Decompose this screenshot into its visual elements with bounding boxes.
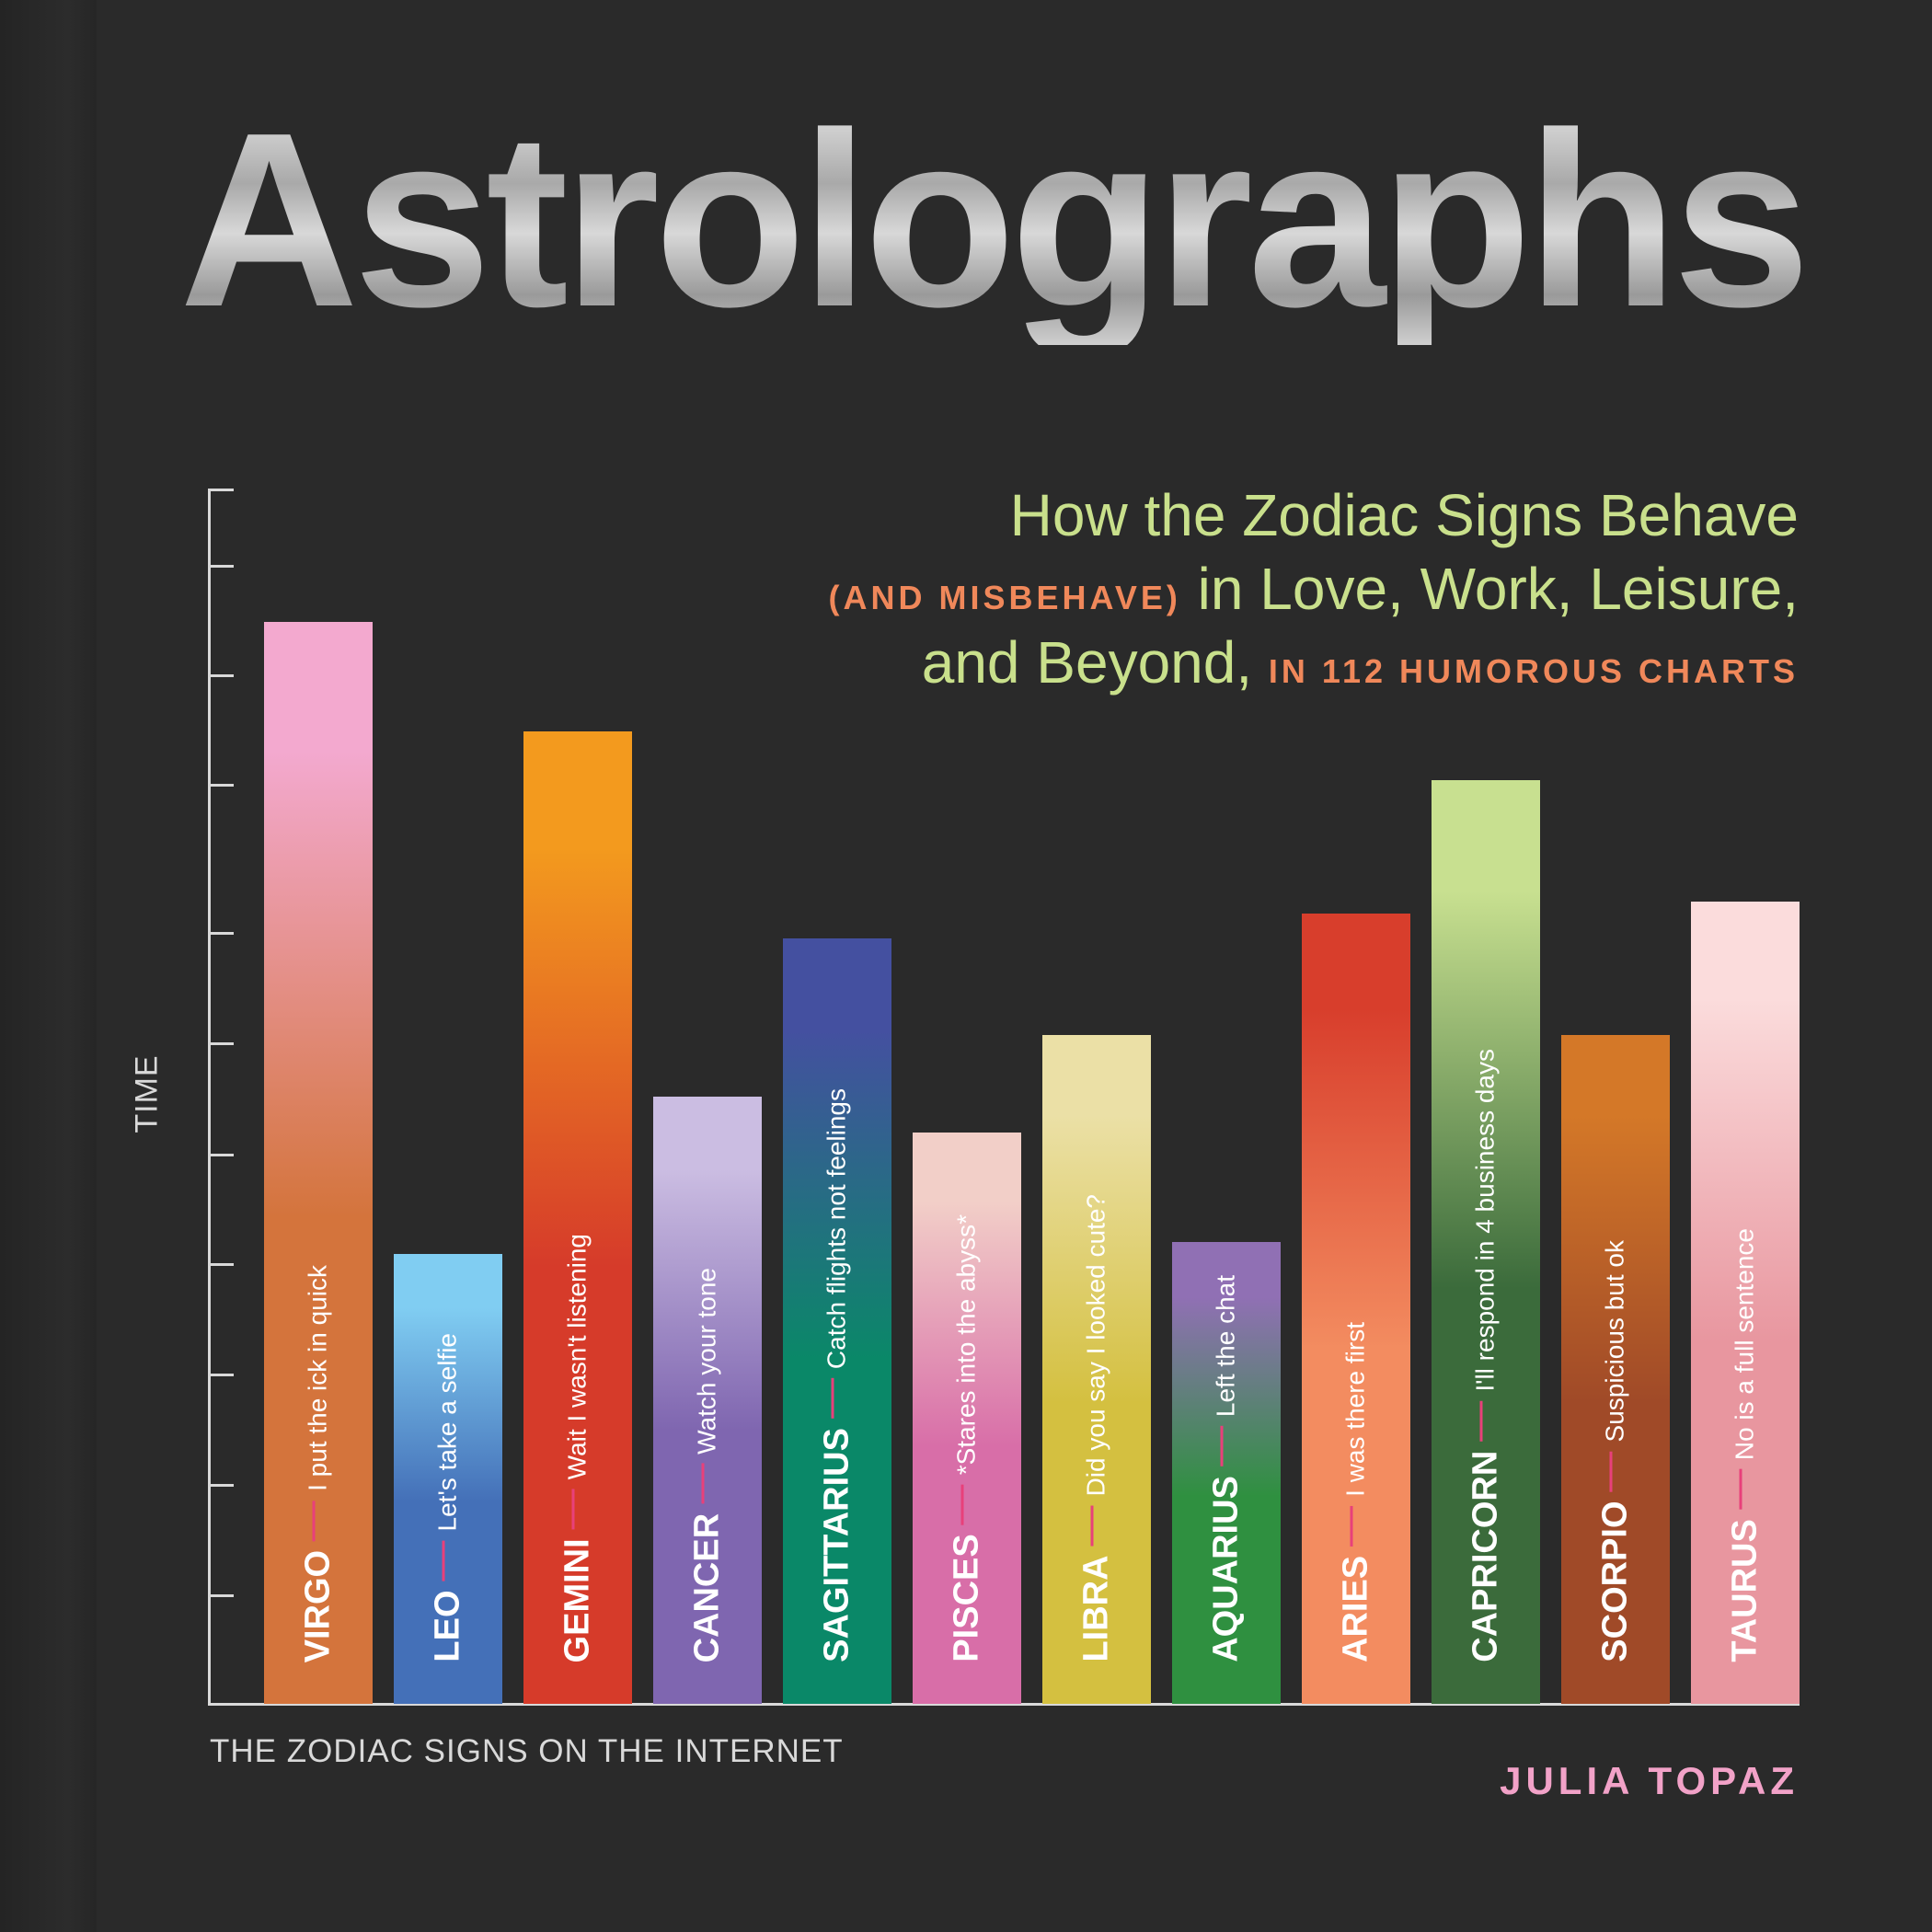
book-spine-shadow [0,0,97,1932]
y-axis-tick [208,784,234,787]
sign-phrase: I was there first [1340,1322,1370,1497]
book-title: Astrolographs [179,82,1811,359]
label-divider [1609,1451,1613,1492]
bar-label: TAURUS No is a full sentence [1726,1228,1765,1662]
sign-name: GEMINI [558,1537,597,1662]
bar-label: CANCER Watch your tone [688,1268,728,1662]
y-axis-tick [208,1042,234,1045]
sign-name: LIBRA [1076,1555,1116,1662]
sign-phrase: Wait I wasn't listening [562,1233,592,1479]
label-divider [1350,1505,1353,1547]
sign-name: TAURUS [1725,1519,1765,1662]
sign-name: PISCES [947,1534,986,1662]
bar-taurus: TAURUS No is a full sentence [1691,902,1800,1704]
sign-phrase: *Stares into the abyss* [951,1214,981,1476]
bar-virgo: VIRGO I put the ick in quick [264,622,373,1704]
sign-name: SAGITTARIUS [817,1428,857,1662]
sign-name: CANCER [687,1512,727,1662]
label-divider [571,1488,575,1529]
sign-name: LEO [428,1590,467,1662]
subtitle-text-2: in Love, Work, Leisure, [1180,556,1799,622]
y-axis-tick [208,489,234,491]
y-axis-tick [208,1374,234,1376]
label-divider [1479,1400,1483,1442]
bar-label: LEO Let's take a selfie [429,1333,468,1662]
y-axis-tick [208,674,234,677]
bar-cancer: CANCER Watch your tone [653,1096,762,1704]
label-divider [1090,1505,1094,1547]
subtitle-caps-2: IN 112 HUMOROUS CHARTS [1268,652,1799,690]
bar-pisces: PISCES *Stares into the abyss* [913,1133,1021,1704]
y-axis-tick [208,1154,234,1156]
bar-aquarius: AQUARIUS Left the chat [1172,1242,1281,1704]
sign-phrase: Suspicious but ok [1600,1240,1629,1443]
bar-leo: LEO Let's take a selfie [394,1254,502,1704]
bar-label: PISCES *Stares into the abyss* [948,1214,987,1662]
y-axis-tick [208,565,234,568]
bar-aries: ARIES I was there first [1302,914,1410,1704]
author-name: JULIA TOPAZ [1500,1759,1799,1802]
sign-phrase: Let's take a selfie [432,1333,462,1532]
bar-label: GEMINI Wait I wasn't listening [558,1234,598,1662]
sign-phrase: I'll respond in 4 business days [1470,1049,1500,1392]
y-axis-tick [208,932,234,935]
sign-phrase: No is a full sentence [1730,1228,1759,1461]
bar-gemini: GEMINI Wait I wasn't listening [523,731,632,1704]
bar-capricorn: CAPRICORN I'll respond in 4 business days [1432,780,1540,1704]
bar-label: SAGITTARIUS Catch flights not feelings [818,1088,857,1662]
label-divider [1739,1469,1742,1511]
bar-libra: LIBRA Did you say I looked cute? [1042,1035,1151,1704]
label-divider [1220,1426,1224,1467]
sign-name: VIRGO [298,1549,338,1662]
sign-phrase: Left the chat [1211,1275,1240,1418]
x-axis-line [208,1703,1800,1706]
bar-label: AQUARIUS Left the chat [1207,1275,1247,1662]
sign-phrase: I put the ick in quick [303,1264,332,1491]
bar-sagittarius: SAGITTARIUS Catch flights not feelings [783,937,891,1704]
sign-phrase: Watch your tone [692,1267,721,1455]
sign-name: SCORPIO [1595,1501,1635,1662]
bar-label: VIRGO I put the ick in quick [299,1265,339,1662]
label-divider [960,1484,964,1525]
subtitle-caps-1: (AND MISBEHAVE) [828,579,1181,616]
sign-name: AQUARIUS [1206,1476,1246,1662]
label-divider [312,1500,316,1541]
sign-name: CAPRICORN [1466,1450,1505,1662]
subtitle-line-1: How the Zodiac Signs Behave [1009,482,1799,548]
subtitle-text-3: and Beyond, [921,629,1269,696]
bar-label: SCORPIO Suspicious but ok [1596,1240,1636,1662]
y-axis-tick [208,1263,234,1266]
label-divider [701,1463,705,1504]
bar-label: CAPRICORN I'll respond in 4 business days [1466,1049,1506,1662]
y-axis-label: TIME [129,1054,165,1133]
subtitle-line-3: and Beyond, IN 112 HUMOROUS CHARTS [922,633,1799,692]
y-axis-line [208,489,211,1706]
sign-name: ARIES [1336,1555,1375,1662]
sign-phrase: Catch flights not feelings [822,1088,851,1370]
subtitle-line-2: (AND MISBEHAVE) in Love, Work, Leisure, [829,559,1799,618]
sign-phrase: Did you say I looked cute? [1081,1194,1110,1497]
y-axis-tick [208,1594,234,1597]
x-axis-label: THE ZODIAC SIGNS ON THE INTERNET [210,1733,844,1769]
label-divider [442,1540,445,1581]
bar-label: ARIES I was there first [1337,1322,1376,1662]
bar-scorpio: SCORPIO Suspicious but ok [1561,1035,1670,1704]
y-axis-tick [208,1484,234,1487]
bar-label: LIBRA Did you say I looked cute? [1077,1194,1117,1662]
label-divider [831,1378,834,1420]
